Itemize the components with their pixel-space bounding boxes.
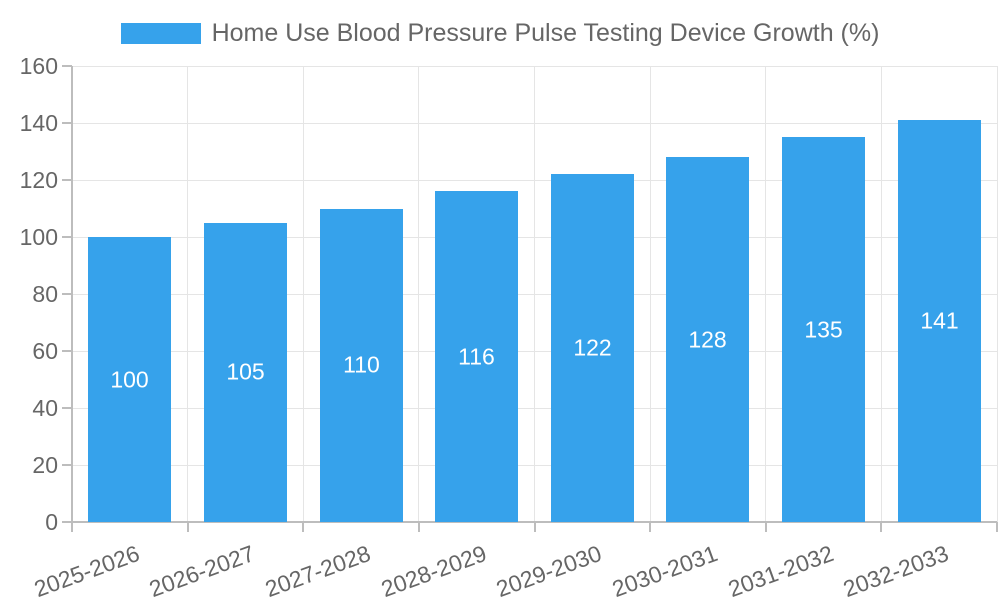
x-tick-label: 2026-2027: [146, 540, 259, 603]
x-axis-tick: [186, 522, 189, 532]
x-tick-label: 2030-2031: [608, 540, 721, 603]
x-tick-label: 2029-2030: [492, 540, 606, 603]
y-axis-line: [71, 66, 73, 532]
bar[interactable]: 116: [435, 191, 518, 522]
legend: Home Use Blood Pressure Pulse Testing De…: [0, 20, 1000, 46]
bar-value-label: 141: [920, 307, 959, 334]
x-axis-tick: [996, 522, 998, 532]
x-tick-label: 2028-2029: [377, 540, 490, 603]
x-tick-label: 2025-2026: [30, 540, 143, 603]
x-tick-label: 2032-2033: [839, 540, 953, 603]
y-axis-tick: [62, 236, 72, 238]
legend-item[interactable]: Home Use Blood Pressure Pulse Testing De…: [120, 19, 880, 47]
y-tick-label: 100: [19, 224, 58, 250]
y-axis-tick: [62, 65, 72, 67]
x-tick-label: 2027-2028: [261, 540, 374, 603]
gridline-v: [880, 66, 882, 522]
y-tick-label: 80: [32, 281, 58, 307]
legend-label: Home Use Blood Pressure Pulse Testing De…: [211, 19, 880, 47]
y-axis-tick: [62, 521, 72, 523]
y-tick-label: 120: [19, 167, 58, 193]
bar-value-label: 105: [226, 358, 265, 385]
bar-value-label: 116: [458, 343, 495, 370]
y-tick-label: 60: [32, 338, 58, 364]
x-axis-tick: [533, 522, 536, 532]
y-axis-tick: [62, 464, 72, 466]
x-axis-tick: [417, 522, 420, 532]
bar[interactable]: 100: [88, 237, 171, 522]
gridline-v: [534, 66, 535, 522]
y-tick-label: 40: [32, 395, 58, 421]
y-axis-tick: [62, 179, 72, 181]
bar-value-label: 122: [573, 334, 612, 361]
bar-value-label: 100: [110, 366, 149, 392]
gridline-v: [649, 66, 651, 522]
gridline-v: [996, 66, 998, 522]
bar[interactable]: 105: [204, 222, 287, 522]
y-axis-tick: [62, 350, 72, 352]
gridline-v: [765, 66, 767, 522]
gridline-v: [302, 66, 304, 522]
x-axis-tick: [649, 522, 652, 532]
legend-swatch: [120, 22, 201, 44]
y-axis-tick: [62, 407, 72, 409]
bar-value-label: 128: [688, 326, 727, 353]
x-axis-tick: [880, 522, 883, 532]
y-tick-label: 20: [32, 452, 58, 478]
gridline-v: [187, 66, 189, 522]
y-tick-label: 140: [19, 110, 58, 136]
x-tick-label: 2031-2032: [724, 540, 837, 603]
y-axis-tick: [62, 122, 72, 124]
y-tick-label: 0: [45, 509, 58, 535]
bar-value-label: 110: [343, 351, 380, 378]
x-axis-line: [72, 521, 997, 523]
bar[interactable]: 110: [320, 208, 403, 522]
x-axis-tick: [764, 522, 767, 532]
bar[interactable]: 122: [551, 174, 634, 522]
bar[interactable]: 135: [782, 137, 865, 522]
bar-value-label: 135: [804, 316, 843, 343]
y-axis-tick: [62, 293, 72, 295]
x-axis-tick: [302, 522, 305, 532]
y-tick-label: 160: [19, 53, 58, 79]
gridline-v: [418, 66, 420, 522]
bar[interactable]: 141: [898, 120, 981, 522]
bar[interactable]: 128: [666, 157, 749, 522]
